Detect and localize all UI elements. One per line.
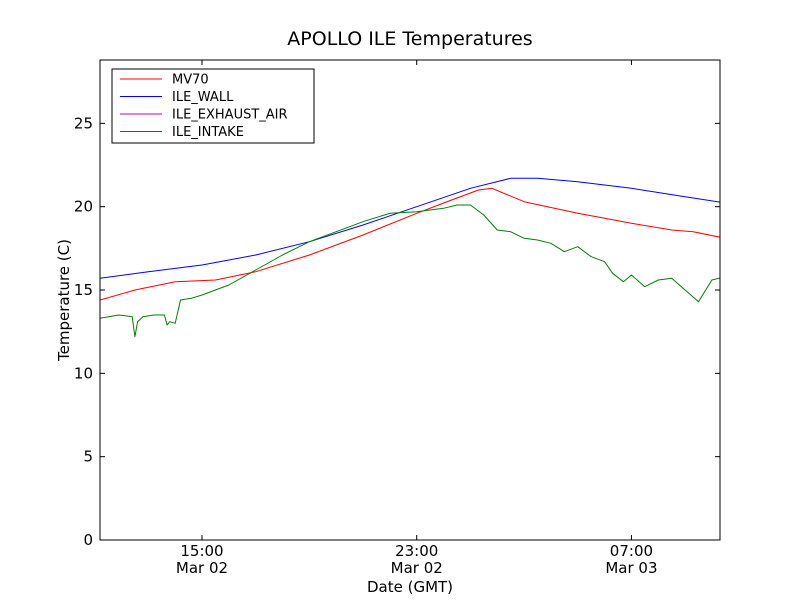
- y-tick-label: 10: [74, 364, 93, 382]
- x-tick-label-time: 15:00: [180, 542, 223, 560]
- series-line-ile-intake: [100, 204, 720, 338]
- legend-label: ILE_EXHAUST_AIR: [172, 108, 288, 123]
- series-line-mv70: [100, 187, 720, 301]
- legend-box: [111, 68, 315, 144]
- y-tick-label: 25: [74, 114, 93, 132]
- legend-label: ILE_INTAKE: [172, 125, 244, 140]
- x-tick-label-date: Mar 03: [605, 559, 657, 577]
- y-tick-label: 20: [74, 198, 93, 216]
- x-tick-label-date: Mar 02: [176, 559, 228, 577]
- plot-area: [99, 59, 721, 541]
- series-layer: [100, 177, 720, 338]
- y-tick-label: 0: [83, 531, 93, 549]
- legend-label: MV70: [172, 73, 209, 88]
- chart-title: APOLLO ILE Temperatures: [287, 28, 532, 50]
- series-line-ile-wall: [100, 177, 720, 279]
- x-tick-label-time: 23:00: [395, 542, 438, 560]
- x-axis-label: Date (GMT): [367, 578, 453, 596]
- y-axis-label: Temperature (C): [55, 239, 73, 362]
- x-tick-label-date: Mar 02: [391, 559, 443, 577]
- x-tick-label-time: 07:00: [610, 542, 653, 560]
- legend: MV70 ILE_WALL ILE_EXHAUST_AIR ILE_INTAKE: [111, 68, 315, 144]
- legend-label: ILE_WALL: [172, 90, 234, 105]
- y-tick-label: 5: [83, 448, 93, 466]
- y-tick-label: 15: [74, 281, 93, 299]
